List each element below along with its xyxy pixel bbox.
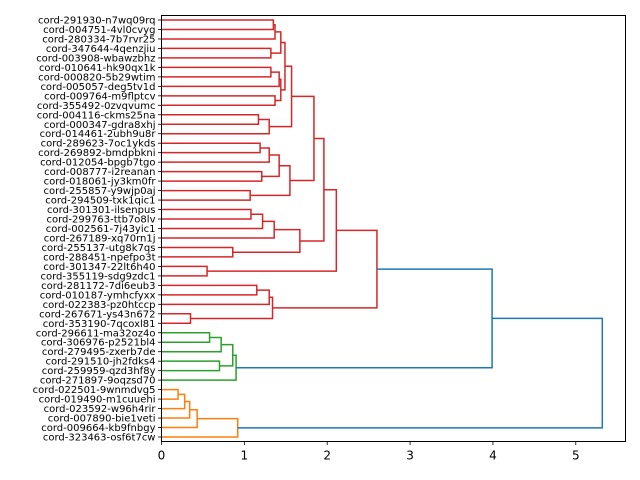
leaf-label: cord-355492-0zvqvumc xyxy=(37,101,156,112)
leaf-label: cord-010641-hk90qx1k xyxy=(39,63,156,74)
dendrogram-link-c26 xyxy=(207,188,338,272)
dendrogram-link-c7 xyxy=(275,78,282,102)
leaf-label: cord-279495-zxerb7de xyxy=(42,347,156,358)
dendrogram-link-c37 xyxy=(236,268,493,369)
dendrogram-link-c4 xyxy=(161,66,272,78)
dendrogram-link-c18 xyxy=(289,95,315,182)
dendrogram-link-c30 xyxy=(190,296,274,320)
dendrogram-link-c9 xyxy=(161,114,260,125)
leaf-label: cord-003908-wbawzbhz xyxy=(36,53,155,64)
dendrogram-link-c0 xyxy=(161,19,275,31)
dendrogram-link-c1 xyxy=(161,23,276,40)
dendrogram-link-c31 xyxy=(272,229,378,309)
leaf-label: cord-019490-m1cuuehi xyxy=(39,395,156,406)
leaf-label: cord-306976-p2521bl4 xyxy=(41,338,156,349)
leaf-label: cord-353190-7qcoxl81 xyxy=(43,319,156,330)
leaf-label: cord-000820-5b29wtim xyxy=(38,72,155,83)
dendrogram-link-c43 xyxy=(237,317,604,429)
leaf-label: cord-281172-7di6eub3 xyxy=(41,281,155,292)
leaf-label: cord-291510-jh2fdks4 xyxy=(46,357,156,368)
leaf-label: cord-007890-bie1veti xyxy=(48,414,156,425)
dendrogram-link-c15 xyxy=(261,154,280,178)
leaf-label: cord-002561-7j43yic1 xyxy=(46,224,156,235)
dendrogram-link-c23 xyxy=(232,228,301,253)
leaf-label: cord-004116-ckms25na xyxy=(37,110,156,121)
leaf-label: cord-259959-qzd3hf8y xyxy=(42,366,156,377)
leaf-label: cord-009764-m9flptcv xyxy=(44,91,155,102)
dendrogram-link-c6 xyxy=(161,95,276,107)
dendrogram-link-c35 xyxy=(219,343,234,367)
leaf-label: cord-267671-ys43n672 xyxy=(39,309,155,320)
leaf-label: cord-296611-ma32oz4o xyxy=(36,328,156,339)
leaf-label: cord-022383-pz0htccp xyxy=(43,300,156,311)
leaf-label: cord-004751-4vl0cvyg xyxy=(43,25,155,36)
dendrogram-link-c12 xyxy=(161,142,261,154)
leaf-label: cord-005057-deg5tv1d xyxy=(40,82,155,93)
dendrogram-link-c16 xyxy=(161,189,251,201)
leaf-label: cord-009664-kb9fnbgy xyxy=(41,423,155,434)
dendrogram-link-c20 xyxy=(161,213,264,230)
dendrogram-link-c2 xyxy=(161,47,272,59)
leaf-label: cord-288451-npefpo3t xyxy=(43,252,155,263)
dendrogram-link-c10 xyxy=(161,118,270,135)
dendrogram-links xyxy=(161,19,604,438)
x-tick-label: 1 xyxy=(241,449,249,463)
dendrogram-link-c40 xyxy=(161,400,191,419)
leaf-label: cord-269892-bmdpbkni xyxy=(38,148,155,159)
leaf-label: cord-291930-n7wq09rq xyxy=(38,16,156,27)
dendrogram-link-c34 xyxy=(161,360,221,372)
leaf-label: cord-010187-ymhcfyxx xyxy=(40,290,156,301)
dendrogram-link-c38 xyxy=(161,388,179,400)
leaf-label: cord-018061-jy3km0fr xyxy=(44,177,157,188)
dendrogram-link-c25 xyxy=(161,265,208,277)
dendrogram-link-c24 xyxy=(299,137,325,242)
leaf-label: cord-299763-ttb7o8lv xyxy=(46,215,155,226)
dendrogram-link-c39 xyxy=(161,393,186,410)
dendrogram-link-c8 xyxy=(280,41,286,91)
leaf-label: cord-294509-txk1qic1 xyxy=(45,196,155,207)
dendrogram-link-c21 xyxy=(161,220,275,239)
leaf-label: cord-289623-7oc1ykds xyxy=(41,139,156,150)
dendrogram-link-c29 xyxy=(161,313,192,325)
dendrogram-link-c5 xyxy=(161,71,280,88)
dendrogram-link-c33 xyxy=(161,336,222,353)
leaf-label: cord-301347-22lt6h40 xyxy=(43,262,155,273)
leaf-label: cord-271897-9oqzsd70 xyxy=(40,376,156,387)
leaf-label: cord-023592-w96h4rir xyxy=(44,404,157,415)
leaf-label: cord-323463-osf6t7cw xyxy=(43,433,156,444)
leaf-label: cord-347644-4qenzjiu xyxy=(46,44,156,55)
x-tick-label: 3 xyxy=(406,449,414,463)
x-tick-label: 4 xyxy=(489,449,497,463)
dendrogram-link-c28 xyxy=(161,289,270,306)
leaf-label: cord-301301-ilsenpus xyxy=(47,205,155,216)
leaf-labels: cord-291930-n7wq09rqcord-004751-4vl0cvyg… xyxy=(33,16,162,444)
leaf-label: cord-000347-gdra8xhj xyxy=(44,120,156,131)
dendrogram-link-c27 xyxy=(161,284,258,296)
dendrogram-link-c13 xyxy=(161,147,270,163)
leaf-label: cord-355119-sdg9zdc1 xyxy=(40,271,155,282)
leaf-label: cord-267189-xq70rn1j xyxy=(44,233,156,244)
plot-frame xyxy=(161,15,626,442)
x-axis: 0 1 2 3 4 5 xyxy=(158,441,580,463)
leaf-label: cord-022501-9wnmdvg5 xyxy=(33,385,156,396)
dendrogram-link-c32 xyxy=(161,332,211,343)
dendrogram-link-c36 xyxy=(161,354,237,381)
x-tick-label: 0 xyxy=(158,449,166,463)
leaf-label: cord-255857-y9wjp0aj xyxy=(44,186,156,197)
dendrogram-link-c22 xyxy=(161,246,234,258)
leaf-label: cord-012054-bpgb7tgo xyxy=(40,158,155,169)
dendrogram-link-c3 xyxy=(270,31,282,54)
x-tick-label: 5 xyxy=(572,449,580,463)
dendrogram-link-c19 xyxy=(161,208,252,220)
x-tick-label: 2 xyxy=(323,449,331,463)
leaf-label: cord-280334-7b7rvr25 xyxy=(42,34,155,45)
leaf-label: cord-014461-2ubh9u8r xyxy=(40,129,157,140)
leaf-label: cord-255137-utg8k7qs xyxy=(42,243,156,254)
dendrogram-link-c14 xyxy=(161,170,263,182)
leaf-label: cord-008777-i2reanan xyxy=(44,167,155,178)
